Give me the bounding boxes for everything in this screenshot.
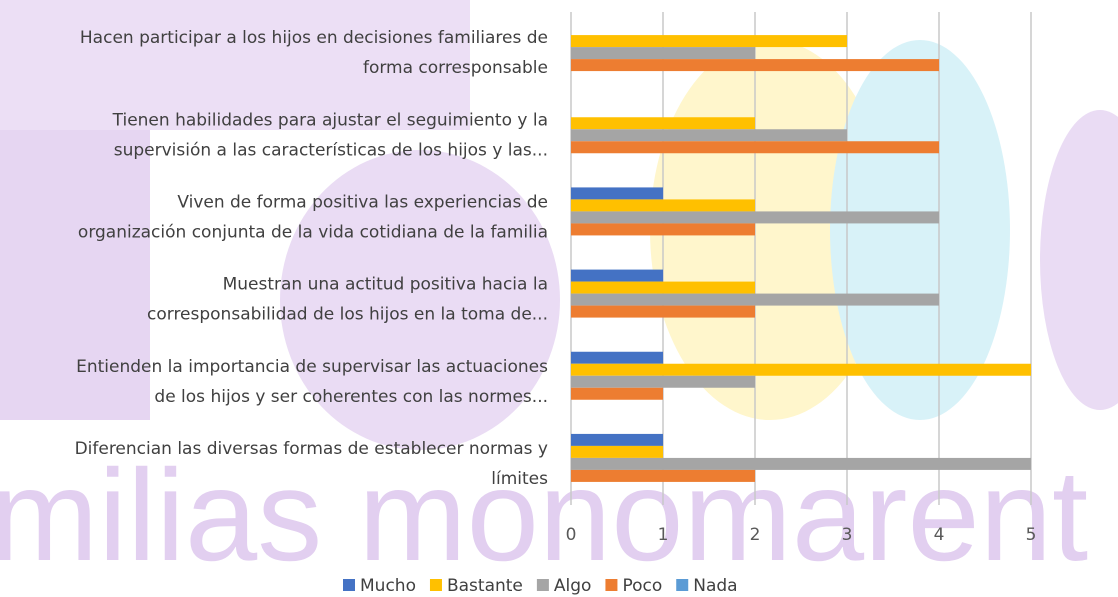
x-tick-label: 1 [658,525,669,545]
legend-label: Algo [554,576,592,596]
legend-swatch [676,579,689,591]
bar [571,305,755,318]
legend-swatch [605,579,618,591]
category-label: límites [491,469,548,489]
category-label: Entienden la importancia de supervisar l… [76,357,548,377]
category-label: forma corresponsable [363,58,548,78]
legend-swatch [429,579,442,591]
legend-label: Mucho [360,576,416,596]
bar [571,35,847,48]
bar [571,375,755,388]
category-label: Muestran una actitud positiva hacia la [223,275,548,295]
bar [571,457,1031,470]
legend-label: Poco [622,576,662,596]
watermark-shape [830,40,1010,420]
bar [571,387,663,400]
legend-swatch [343,579,355,591]
watermark-shape [280,150,560,450]
bar [571,469,755,482]
bar [571,269,663,282]
category-label: corresponsabilidad de los hijos en la to… [147,305,548,325]
bar [571,141,939,154]
bar [571,47,755,60]
legend-swatch [536,579,549,591]
bar [571,59,939,72]
category-label: Tienen habilidades para ajustar el segui… [112,110,548,130]
bar [571,223,755,236]
bar [571,211,939,224]
legend-label: Nada [693,576,737,596]
legend-label: Bastante [447,576,523,596]
x-tick-label: 3 [842,525,853,545]
bar [571,281,755,294]
watermark-shape [1040,110,1118,410]
x-tick-label: 5 [1026,525,1037,545]
category-label: Diferencian las diversas formas de estab… [75,439,548,459]
category-label: Hacen participar a los hijos en decision… [80,28,548,48]
bar [571,199,755,212]
bar [571,293,939,306]
bar [571,187,663,200]
bar [571,433,663,446]
category-label: organización conjunta de la vida cotidia… [78,222,548,242]
x-tick-label: 0 [566,525,577,545]
watermark-shape [0,0,470,130]
bar [571,445,663,458]
bar [571,129,847,142]
category-label: Viven de forma positiva las experiencias… [177,192,548,212]
x-tick-label: 2 [750,525,761,545]
category-label: supervisión a las características de los… [114,140,548,160]
bar [571,351,663,364]
x-tick-label: 4 [934,525,945,545]
bar [571,363,1031,376]
category-label: de los hijos y ser coherentes con las no… [154,387,548,407]
bar [571,117,755,130]
